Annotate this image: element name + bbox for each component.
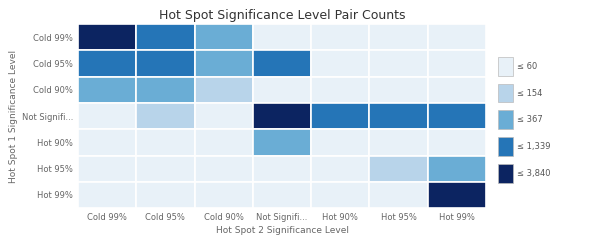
FancyBboxPatch shape xyxy=(194,103,253,129)
FancyBboxPatch shape xyxy=(370,51,428,77)
FancyBboxPatch shape xyxy=(253,103,311,129)
FancyBboxPatch shape xyxy=(428,77,486,103)
FancyBboxPatch shape xyxy=(311,51,370,77)
FancyBboxPatch shape xyxy=(428,156,486,182)
FancyBboxPatch shape xyxy=(370,129,428,156)
FancyBboxPatch shape xyxy=(311,156,370,182)
FancyBboxPatch shape xyxy=(136,129,194,156)
FancyBboxPatch shape xyxy=(311,129,370,156)
FancyBboxPatch shape xyxy=(253,129,311,156)
FancyBboxPatch shape xyxy=(78,103,136,129)
X-axis label: Hot Spot 2 Significance Level: Hot Spot 2 Significance Level xyxy=(215,226,349,235)
FancyBboxPatch shape xyxy=(194,77,253,103)
FancyBboxPatch shape xyxy=(78,182,136,208)
FancyBboxPatch shape xyxy=(370,24,428,51)
FancyBboxPatch shape xyxy=(311,24,370,51)
FancyBboxPatch shape xyxy=(194,182,253,208)
FancyBboxPatch shape xyxy=(78,24,136,51)
FancyBboxPatch shape xyxy=(136,182,194,208)
FancyBboxPatch shape xyxy=(370,182,428,208)
FancyBboxPatch shape xyxy=(370,77,428,103)
Text: ≤ 367: ≤ 367 xyxy=(517,115,543,124)
FancyBboxPatch shape xyxy=(428,51,486,77)
FancyBboxPatch shape xyxy=(194,24,253,51)
Text: ≤ 1,339: ≤ 1,339 xyxy=(517,142,551,151)
FancyBboxPatch shape xyxy=(428,24,486,51)
FancyBboxPatch shape xyxy=(311,77,370,103)
Y-axis label: Hot Spot 1 Significance Level: Hot Spot 1 Significance Level xyxy=(8,50,17,183)
FancyBboxPatch shape xyxy=(428,129,486,156)
FancyBboxPatch shape xyxy=(136,24,194,51)
FancyBboxPatch shape xyxy=(498,57,513,76)
FancyBboxPatch shape xyxy=(136,156,194,182)
FancyBboxPatch shape xyxy=(136,103,194,129)
FancyBboxPatch shape xyxy=(253,182,311,208)
FancyBboxPatch shape xyxy=(253,51,311,77)
FancyBboxPatch shape xyxy=(78,129,136,156)
FancyBboxPatch shape xyxy=(498,164,513,183)
FancyBboxPatch shape xyxy=(498,110,513,129)
FancyBboxPatch shape xyxy=(78,77,136,103)
FancyBboxPatch shape xyxy=(311,182,370,208)
Title: Hot Spot Significance Level Pair Counts: Hot Spot Significance Level Pair Counts xyxy=(159,9,405,22)
FancyBboxPatch shape xyxy=(498,137,513,156)
FancyBboxPatch shape xyxy=(136,77,194,103)
FancyBboxPatch shape xyxy=(194,156,253,182)
FancyBboxPatch shape xyxy=(194,51,253,77)
FancyBboxPatch shape xyxy=(136,51,194,77)
FancyBboxPatch shape xyxy=(428,182,486,208)
FancyBboxPatch shape xyxy=(428,103,486,129)
FancyBboxPatch shape xyxy=(498,83,513,103)
Text: ≤ 154: ≤ 154 xyxy=(517,89,542,98)
FancyBboxPatch shape xyxy=(253,77,311,103)
FancyBboxPatch shape xyxy=(311,103,370,129)
FancyBboxPatch shape xyxy=(370,156,428,182)
Text: ≤ 60: ≤ 60 xyxy=(517,62,538,71)
FancyBboxPatch shape xyxy=(78,156,136,182)
FancyBboxPatch shape xyxy=(253,24,311,51)
FancyBboxPatch shape xyxy=(253,156,311,182)
FancyBboxPatch shape xyxy=(370,103,428,129)
FancyBboxPatch shape xyxy=(194,129,253,156)
FancyBboxPatch shape xyxy=(78,51,136,77)
Text: ≤ 3,840: ≤ 3,840 xyxy=(517,169,551,178)
